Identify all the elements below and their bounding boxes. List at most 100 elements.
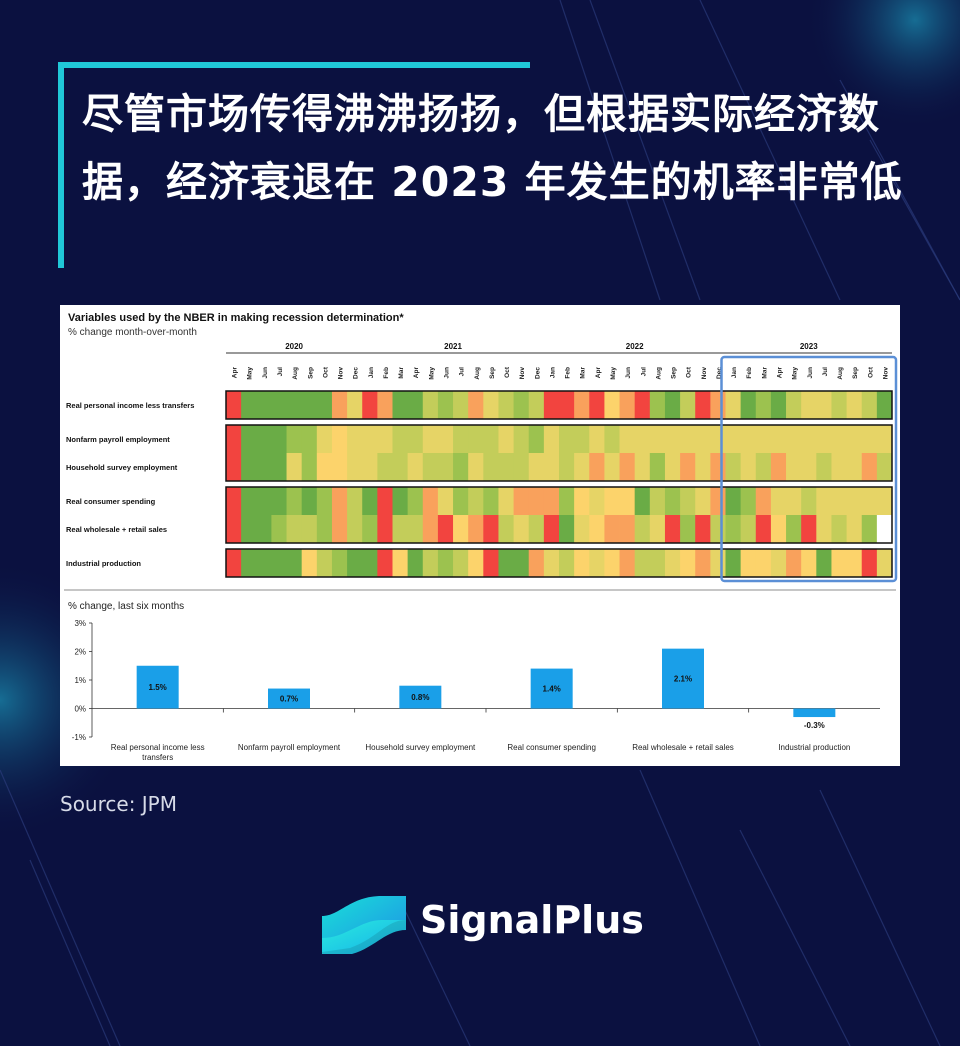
year-label: 2023: [800, 342, 818, 351]
heatmap-cell: [407, 391, 424, 419]
heatmap-cell: [559, 549, 575, 577]
heatmap-cell: [498, 391, 514, 419]
heatmap-cell: [634, 391, 651, 419]
heatmap-cell: [347, 391, 363, 419]
heatmap-cell: [770, 515, 787, 543]
heatmap-row-label: Real personal income less transfers: [66, 401, 194, 410]
heatmap-cell: [619, 549, 636, 577]
heatmap-cell: [755, 391, 772, 419]
heatmap-cell: [331, 549, 348, 577]
heatmap-cell: [664, 487, 681, 515]
heatmap-cell: [876, 487, 893, 515]
month-label: Dec: [716, 367, 723, 379]
heatmap-cell: [680, 487, 696, 515]
source-note: Source: JPM: [60, 792, 178, 816]
heatmap-cell: [543, 487, 560, 515]
heatmap-cell: [574, 453, 590, 481]
heatmap-cell: [604, 515, 620, 543]
month-label: Sep: [852, 367, 859, 379]
heatmap-cell: [483, 425, 499, 453]
year-label: 2021: [444, 342, 462, 351]
chart-figure: Variables used by the NBER in making rec…: [64, 312, 898, 762]
heatmap-row-label: Nonfarm payroll employment: [66, 435, 170, 444]
heatmap-cell: [377, 391, 393, 419]
bar-value-label: -0.3%: [804, 721, 825, 730]
heatmap-cell: [453, 453, 469, 481]
heatmap-cell: [861, 453, 878, 481]
month-label: Jul: [640, 367, 647, 377]
heatmap-cell: [437, 453, 454, 481]
month-label: Nov: [519, 367, 526, 380]
heatmap-cell: [559, 453, 575, 481]
month-label: May: [610, 367, 617, 380]
month-label: Jul: [459, 367, 466, 377]
heatmap-cell: [543, 425, 560, 453]
headline-accent-top: [58, 62, 530, 68]
heatmap-cell: [422, 425, 439, 453]
bar: [399, 685, 442, 709]
month-label: Jan: [731, 367, 738, 378]
glow-top-right: [805, 0, 960, 130]
heatmap-cell: [468, 453, 484, 481]
heatmap-cell: [801, 487, 817, 515]
heatmap-cell: [559, 425, 575, 453]
heatmap-cell: [256, 425, 272, 453]
bar-category-label: Real personal income less transfers: [111, 743, 205, 762]
month-label: May: [247, 367, 254, 380]
heatmap-cell: [513, 515, 530, 543]
heatmap-cell: [816, 391, 832, 419]
bar-y-tick-label: 1%: [74, 676, 86, 685]
heatmap-cell: [695, 487, 711, 515]
heatmap-cell: [513, 425, 530, 453]
heatmap-cell: [861, 425, 878, 453]
heatmap-cell: [680, 515, 696, 543]
heatmap-cell: [680, 549, 696, 577]
heatmap-cell: [846, 391, 863, 419]
heatmap-cell: [301, 453, 318, 481]
heatmap-cell: [407, 549, 424, 577]
heatmap-cell: [331, 453, 348, 481]
month-label: Aug: [474, 367, 481, 380]
year-label: 2022: [626, 342, 644, 351]
month-label: Apr: [595, 367, 602, 379]
heatmap-cell: [695, 515, 711, 543]
heatmap-group-border: [225, 548, 893, 578]
heatmap-cell: [316, 391, 333, 419]
heatmap-cell: [271, 453, 287, 481]
heatmap-cell: [301, 391, 318, 419]
heatmap-cell: [498, 549, 514, 577]
heatmap-cell: [286, 487, 303, 515]
heatmap-cell: [861, 515, 878, 543]
heatmap-cell: [286, 549, 303, 577]
bar-category-label: Industrial production: [778, 743, 850, 752]
bar: [268, 688, 310, 709]
heatmap-cell: [468, 391, 484, 419]
heatmap-cell: [392, 425, 409, 453]
heatmap-cell: [619, 487, 636, 515]
heatmap-cell: [710, 487, 726, 515]
bar-value-label: 1.4%: [543, 685, 561, 694]
heatmap-cell: [483, 549, 499, 577]
bg-line: [0, 769, 121, 1046]
heatmap-cell: [649, 515, 666, 543]
heatmap-cell: [256, 515, 272, 543]
heatmap-row-label: Real wholesale + retail sales: [66, 525, 167, 534]
heatmap-cell: [816, 515, 832, 543]
heatmap-cell: [528, 453, 545, 481]
heatmap-cell: [392, 391, 409, 419]
heatmap-cell: [604, 487, 620, 515]
heatmap-cell: [528, 391, 545, 419]
heatmap-cell: [543, 515, 560, 543]
heatmap-cell: [362, 391, 378, 419]
heatmap-cell: [861, 487, 878, 515]
month-label: Oct: [686, 366, 693, 378]
month-label: Apr: [776, 367, 783, 379]
heatmap-cell: [468, 549, 484, 577]
bar: [530, 668, 573, 709]
heatmap-cell: [226, 515, 242, 543]
heatmap-cell: [286, 515, 303, 543]
bar-category-label: Nonfarm payroll employment: [238, 743, 341, 752]
month-label: Sep: [671, 367, 678, 379]
heatmap-cell: [226, 549, 242, 577]
bg-line: [819, 789, 941, 1046]
